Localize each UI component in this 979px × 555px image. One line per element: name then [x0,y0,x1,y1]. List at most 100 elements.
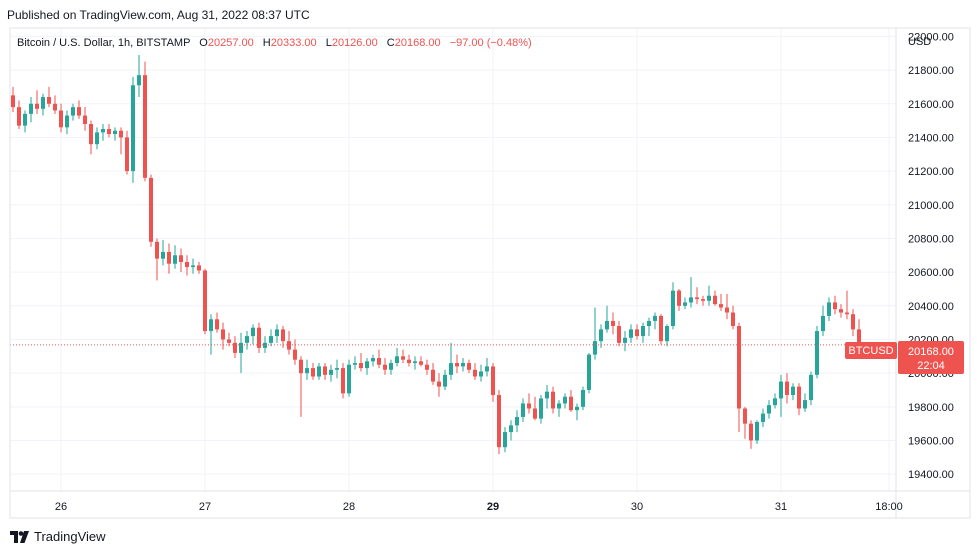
candle-body [35,103,39,109]
candle-body [41,97,45,109]
candle-body [17,107,21,126]
candle-body [173,255,177,264]
candle-body [527,403,531,409]
candle-body [281,329,285,342]
candle-body [143,75,147,178]
candle-body [749,423,753,441]
candle-body [197,265,201,271]
price-tick-label: 19600.00 [908,435,954,447]
tradingview-footer[interactable]: TradingView [10,529,106,544]
candle-body [329,369,333,375]
candle-body [563,396,567,404]
candle-body [359,363,363,369]
candle-body [701,299,705,301]
price-tick-label: 21400.00 [908,132,954,144]
legend-close-label: C [387,37,395,49]
price-tick-label: 21800.00 [908,65,954,77]
candle-body [809,374,813,401]
candle-body [323,366,327,375]
symbol-badge-label: BTCUSD [848,345,893,357]
candle-body [839,309,843,313]
candle-body [455,363,459,367]
candle-body [233,342,237,353]
candle-body [71,107,75,116]
price-tick-label: 21000.00 [908,200,954,212]
candle-body [773,398,777,406]
candle-body [65,115,69,128]
candle-body [167,251,171,264]
candle-body [101,129,105,133]
candle-body [419,361,423,365]
candle-body [113,130,117,135]
candle-body [695,297,699,300]
last-price-badge: BTCUSD 20168.00 22:04 [845,341,964,374]
candle-body [761,413,765,422]
candle-body [269,336,273,343]
candle-body [83,115,87,124]
time-tick-label: 27 [199,501,211,513]
candle-body [209,319,213,332]
candle-body [605,320,609,330]
candle-body [857,329,861,345]
candle-body [353,363,357,365]
legend-low-label: L [326,37,332,49]
legend-open-label: O [199,37,208,49]
legend-close-value: 20168.00 [395,37,441,49]
candle-body [827,302,831,316]
candle-body [341,368,345,394]
candle-body [125,137,129,172]
candle-body [407,359,411,364]
candle-body [365,361,369,369]
time-axis[interactable]: 26 27 28 29 30 31 18:00 [55,501,903,513]
candle-body [371,357,375,362]
candle-body [503,432,507,448]
time-tick-label: 28 [343,501,355,513]
legend-high-label: H [263,37,271,49]
candle-body [545,391,549,399]
candle-body [131,85,135,172]
candle-body [629,329,633,338]
candle-body [53,103,57,111]
legend-symbol: Bitcoin / U.S. Dollar, 1h, BITSTAMP [17,37,190,49]
time-tick-label: 30 [631,501,643,513]
candle-body [689,297,693,303]
candle-body [845,312,849,315]
candle-body [215,319,219,330]
candle-body [155,241,159,259]
candle-body [485,366,489,372]
candle-body [521,403,525,417]
tradingview-logo-icon [10,530,29,543]
candle-body [557,403,561,409]
candle-body [707,295,711,301]
candle-body [767,405,771,414]
candle-body [377,357,381,365]
ohlc-legend: Bitcoin / U.S. Dollar, 1h, BITSTAMP O202… [17,37,532,49]
candle-body [533,408,537,419]
candle-body [509,425,513,433]
grid-lines [10,28,896,491]
candle-body [725,307,729,313]
candle-body [179,255,183,263]
candle-body [569,396,573,411]
candle-body [683,302,687,306]
candle-body [401,356,405,360]
candle-body [671,290,675,327]
price-badge-bg [898,341,964,374]
candle-body [317,366,321,377]
candle-body [743,408,747,424]
time-tick-label: 31 [775,501,787,513]
candle-body [623,337,627,343]
price-tick-label: 20400.00 [908,301,954,313]
time-tick-label: 26 [55,501,67,513]
candle-body [677,290,681,306]
candle-body [665,326,669,342]
price-tick-label: 20600.00 [908,267,954,279]
candle-body [293,349,297,360]
time-tick-label: 18:00 [875,501,903,513]
candle-body [227,339,231,343]
candle-body [29,103,33,114]
candle-body [497,395,501,448]
price-badge-value: 20168.00 [908,346,954,358]
candle-body [389,363,393,370]
